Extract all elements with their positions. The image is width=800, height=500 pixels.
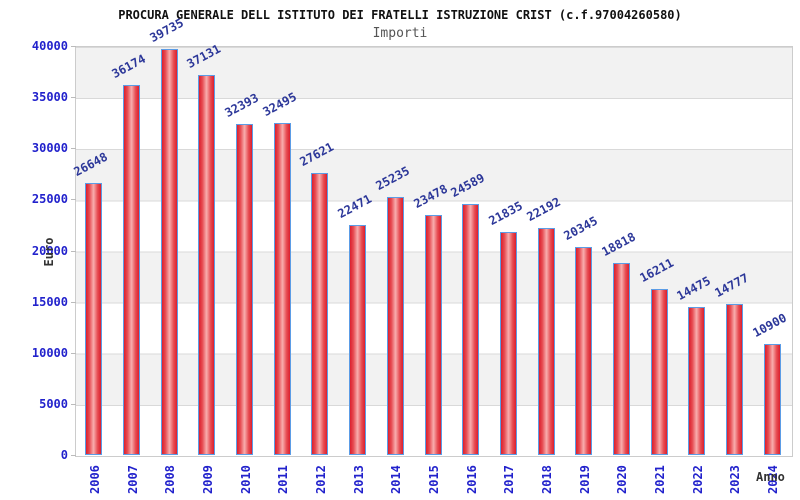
bar xyxy=(387,197,404,455)
x-tick-label: 2016 xyxy=(464,465,479,494)
bar xyxy=(538,228,555,455)
x-tick-label: 2023 xyxy=(728,465,743,494)
x-tick-label: 2014 xyxy=(389,465,404,494)
x-tick-label: 2017 xyxy=(502,465,517,494)
chart-title: PROCURA GENERALE DELL ISTITUTO DEI FRATE… xyxy=(118,8,682,22)
bar xyxy=(198,75,215,455)
y-tick-mark xyxy=(71,46,76,47)
x-tick-label: 2011 xyxy=(276,465,291,494)
x-tick-label: 2006 xyxy=(87,465,102,494)
y-tick-mark xyxy=(71,353,76,354)
y-tick-label: 10000 xyxy=(31,345,68,360)
y-tick-label: 25000 xyxy=(31,192,68,207)
y-tick-label: 15000 xyxy=(31,294,68,309)
y-tick-label: 0 xyxy=(60,448,68,462)
bar xyxy=(311,173,328,455)
x-tick-label: 2021 xyxy=(653,465,668,494)
bar xyxy=(764,344,781,455)
bar xyxy=(349,225,366,455)
y-tick-label: 40000 xyxy=(31,39,68,53)
y-tick-mark xyxy=(71,404,76,405)
bar xyxy=(500,232,517,455)
y-tick-label: 5000 xyxy=(39,396,68,411)
bar xyxy=(161,49,178,455)
x-tick-label: 2020 xyxy=(615,465,630,494)
y-tick-mark xyxy=(71,302,76,303)
x-tick-label: 2019 xyxy=(577,465,592,494)
x-tick-label: 2022 xyxy=(690,465,705,494)
x-tick-label: 2008 xyxy=(163,465,178,494)
y-tick-label: 35000 xyxy=(31,90,68,105)
bar xyxy=(85,183,102,455)
x-tick-label: 2009 xyxy=(200,465,215,494)
bar xyxy=(462,204,479,455)
y-tick-label: 30000 xyxy=(31,141,68,156)
y-tick-mark xyxy=(71,148,76,149)
y-tick-mark xyxy=(71,199,76,200)
bar xyxy=(274,123,291,455)
x-axis-title: Anno xyxy=(756,470,785,484)
y-axis-title: Euro xyxy=(42,237,56,267)
bar xyxy=(575,247,592,455)
y-tick-mark xyxy=(71,251,76,252)
x-tick-label: 2007 xyxy=(125,465,140,494)
bar xyxy=(123,85,140,455)
x-tick-label: 2010 xyxy=(238,465,253,494)
bar xyxy=(425,215,442,455)
x-tick-label: 2012 xyxy=(313,465,328,494)
y-tick-mark xyxy=(71,97,76,98)
bar xyxy=(726,304,743,455)
bar xyxy=(613,263,630,455)
x-tick-label: 2018 xyxy=(540,465,555,494)
x-tick-label: 2013 xyxy=(351,465,366,494)
chart-subtitle: Importi xyxy=(372,26,428,41)
bar xyxy=(651,289,668,455)
x-tick-label: 2015 xyxy=(427,465,441,494)
bar xyxy=(688,307,705,455)
y-tick-label: 20000 xyxy=(31,243,68,258)
bar xyxy=(236,124,253,455)
y-tick-mark xyxy=(71,455,76,456)
